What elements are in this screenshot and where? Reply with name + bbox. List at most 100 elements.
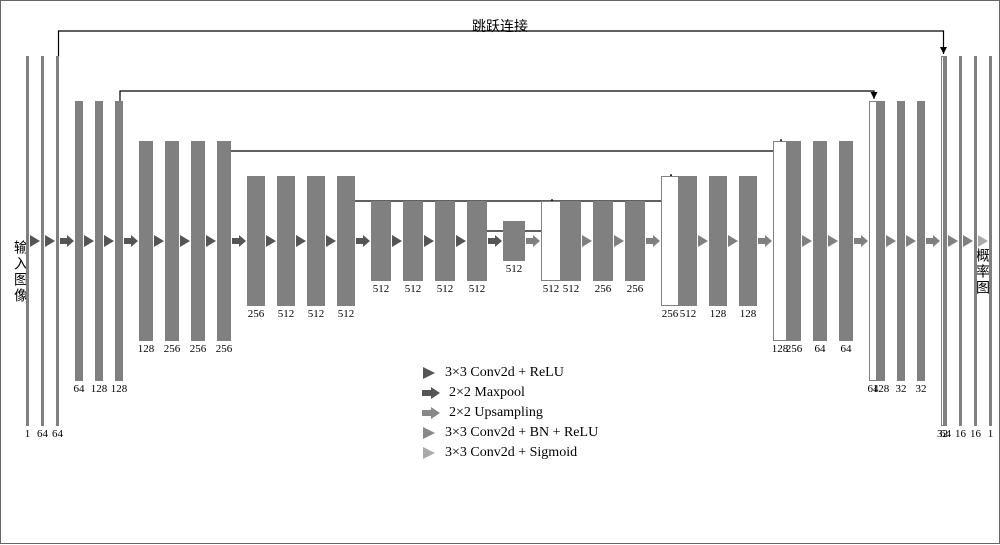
feature-block-filled <box>917 101 925 381</box>
arrow-dark-icon <box>487 234 503 248</box>
layer-block: 64 <box>944 56 947 426</box>
channel-label: 256 <box>216 343 233 355</box>
layer-block: 16 <box>959 56 962 426</box>
legend-item: 3×3 Conv2d + BN + ReLU <box>421 425 598 441</box>
feature-block-filled <box>165 141 179 341</box>
feature-block-filled <box>277 176 295 306</box>
legend-label: 2×2 Upsampling <box>449 405 543 421</box>
feature-block-filled <box>739 176 757 306</box>
legend-item: 2×2 Upsampling <box>421 405 598 421</box>
tri-light-icon <box>977 234 989 248</box>
layer-block: 256 <box>787 141 801 341</box>
layer-block: 512 <box>435 201 455 281</box>
layer-block: 512 <box>467 201 487 281</box>
layer-block: 512 <box>277 176 295 306</box>
channel-label: 32 <box>896 383 907 395</box>
layer-block: 256 <box>217 141 231 341</box>
channel-label: 256 <box>248 308 265 320</box>
tri-med-icon <box>697 234 709 248</box>
layer-block: 256 <box>625 201 645 281</box>
feature-block-filled <box>75 101 83 381</box>
layer-block: 256 <box>165 141 179 341</box>
feature-block-filled <box>989 56 992 426</box>
tri-dark-icon <box>295 234 307 248</box>
feature-block-filled <box>371 201 391 281</box>
layer-block: 16 <box>974 56 977 426</box>
arrow-med-icon <box>525 234 541 248</box>
layer-block: 64 <box>869 101 877 381</box>
tri-dark-icon <box>83 234 95 248</box>
channel-label: 64 <box>815 343 826 355</box>
arrow-med-icon <box>757 234 773 248</box>
feature-block-filled <box>435 201 455 281</box>
legend-label: 3×3 Conv2d + BN + ReLU <box>445 425 598 441</box>
feature-block-filled <box>115 101 123 381</box>
legend-item: 3×3 Conv2d + Sigmoid <box>421 445 598 461</box>
layer-block: 256 <box>247 176 265 306</box>
layer-block: 128 <box>709 176 727 306</box>
channel-label: 32 <box>916 383 927 395</box>
tri-dark-icon <box>455 234 467 248</box>
feature-block-filled <box>337 176 355 306</box>
feature-block-filled <box>877 101 885 381</box>
layer-block: 64 <box>813 141 827 341</box>
layer-block: 512 <box>503 221 525 261</box>
tri-dark-icon <box>44 234 56 248</box>
tri-med-icon <box>613 234 625 248</box>
layer-block: 512 <box>337 176 355 306</box>
layer-block: 128 <box>115 101 123 381</box>
feature-block-filled <box>709 176 727 306</box>
arrow-dark-icon <box>355 234 371 248</box>
feature-block-filled <box>95 101 103 381</box>
feature-block-filled <box>467 201 487 281</box>
tri-dark-icon <box>265 234 277 248</box>
diagram-container: 跳跃连接 输入图像 概率图 16464641281281282562562562… <box>0 0 1000 544</box>
channel-label: 256 <box>164 343 181 355</box>
feature-block-filled <box>974 56 977 426</box>
feature-block-filled <box>959 56 962 426</box>
layer-block: 512 <box>541 201 561 281</box>
tri-med-icon <box>581 234 593 248</box>
channel-label: 512 <box>469 283 486 295</box>
tri-dark-icon <box>325 234 337 248</box>
layer-block: 128 <box>139 141 153 341</box>
channel-label: 1 <box>988 428 994 440</box>
arrow-med-icon <box>925 234 941 248</box>
layer-block: 1 <box>989 56 992 426</box>
feature-block-filled <box>26 56 29 426</box>
layer-block: 512 <box>679 176 697 306</box>
tri-med-icon <box>827 234 839 248</box>
feature-block-filled <box>839 141 853 341</box>
tri-med-icon <box>727 234 739 248</box>
layer-block: 1 <box>26 56 29 426</box>
feature-block-filled <box>503 221 525 261</box>
legend-item: 3×3 Conv2d + ReLU <box>421 365 598 381</box>
tri-dark-icon <box>205 234 217 248</box>
channel-label: 256 <box>190 343 207 355</box>
channel-label: 512 <box>338 308 355 320</box>
layer-block: 32 <box>897 101 905 381</box>
channel-label: 512 <box>278 308 295 320</box>
tri-dark-icon <box>153 234 165 248</box>
feature-block-filled <box>787 141 801 341</box>
channel-label: 512 <box>373 283 390 295</box>
legend-item: 2×2 Maxpool <box>421 385 598 401</box>
layer-block: 64 <box>75 101 83 381</box>
channel-label: 128 <box>740 308 757 320</box>
arrow-med-icon <box>645 234 661 248</box>
arrow-med-icon <box>853 234 869 248</box>
layer-block: 256 <box>593 201 613 281</box>
layer-block: 128 <box>95 101 103 381</box>
feature-block-filled <box>897 101 905 381</box>
legend-label: 2×2 Maxpool <box>449 385 525 401</box>
feature-block-hollow <box>541 201 561 281</box>
channel-label: 256 <box>595 283 612 295</box>
channel-label: 128 <box>111 383 128 395</box>
layer-block: 64 <box>41 56 44 426</box>
layer-block: 256 <box>661 176 679 306</box>
channel-label: 256 <box>627 283 644 295</box>
channel-label: 512 <box>680 308 697 320</box>
feature-block-hollow <box>773 141 787 341</box>
tri-dark-icon <box>103 234 115 248</box>
layer-block: 512 <box>371 201 391 281</box>
